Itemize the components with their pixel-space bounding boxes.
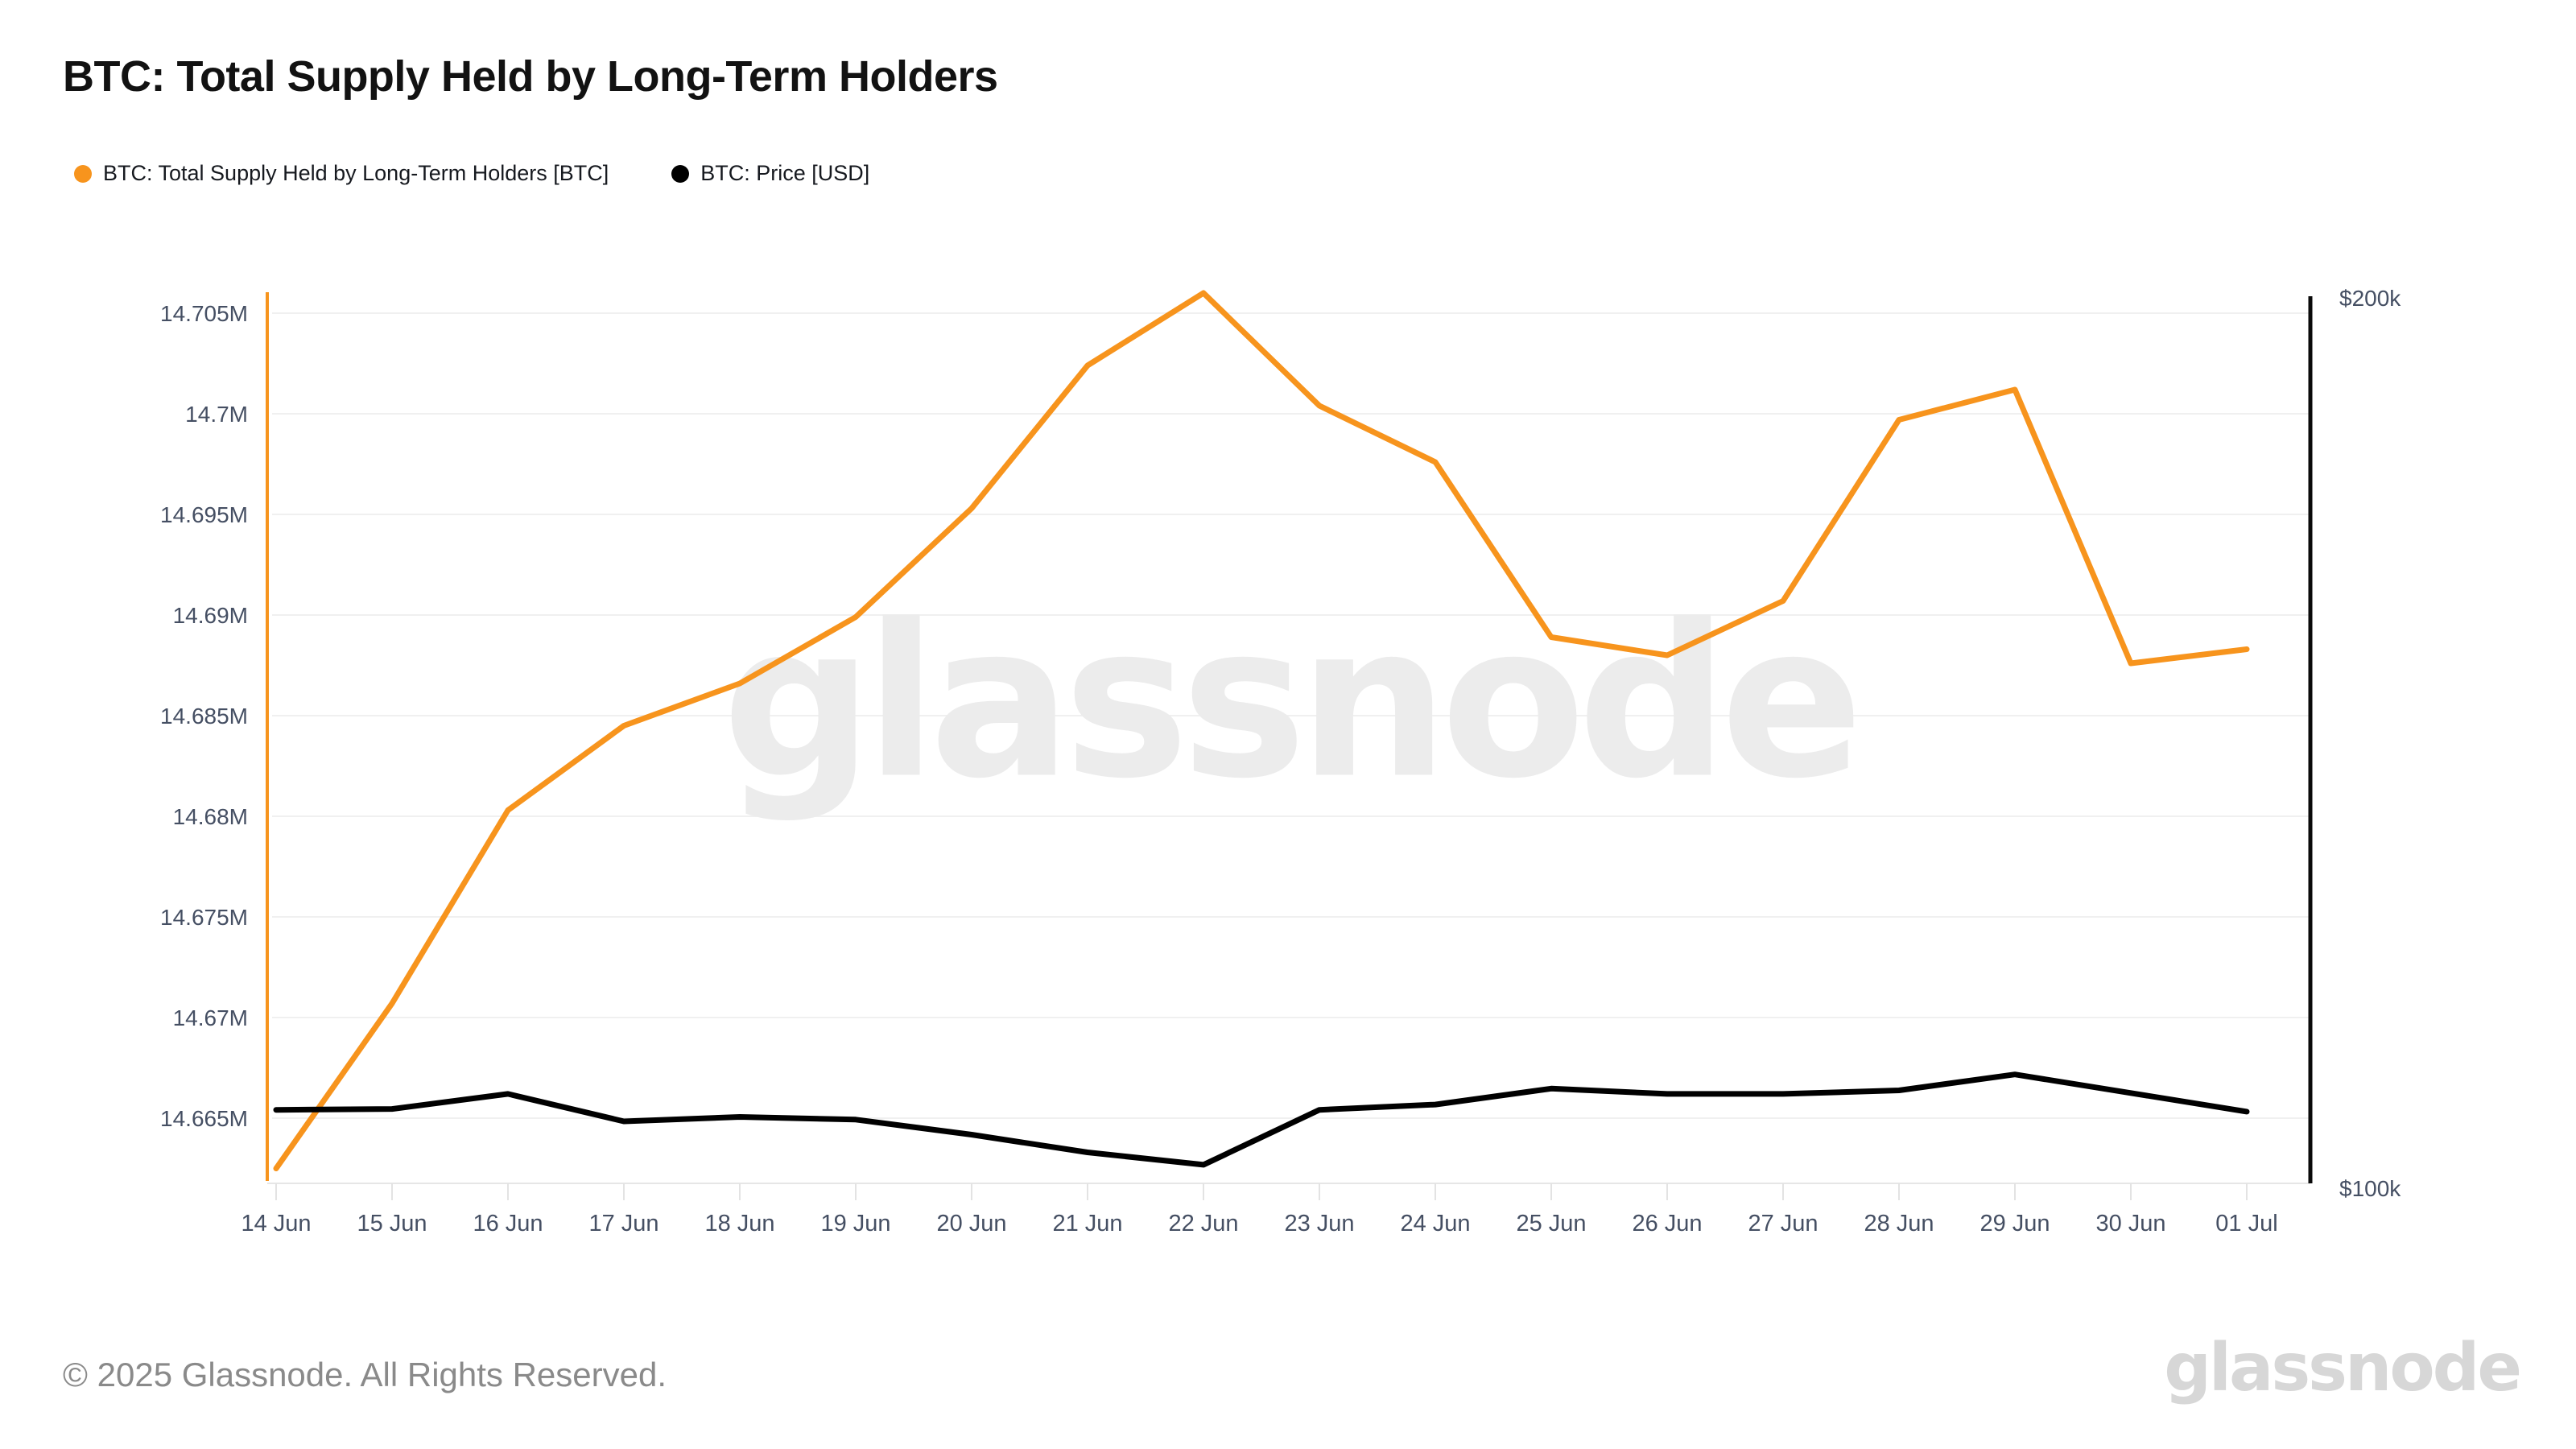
x-axis-label: 25 Jun xyxy=(1516,1211,1586,1236)
x-axis-label: 14 Jun xyxy=(241,1211,311,1236)
y-axis-label: 14.67M xyxy=(173,1005,248,1030)
chart-title: BTC: Total Supply Held by Long-Term Hold… xyxy=(63,52,998,101)
y-axis-label: 14.68M xyxy=(173,804,248,829)
right-axis-label: $200k xyxy=(2339,286,2401,311)
y-axis-label: 14.7M xyxy=(185,402,248,427)
legend-swatch-price-icon xyxy=(671,164,690,183)
legend-label-supply: BTC: Total Supply Held by Long-Term Hold… xyxy=(103,161,609,185)
y-axis-label: 14.685M xyxy=(160,704,248,729)
legend-item-price[interactable]: BTC: Price [USD] xyxy=(671,161,869,186)
legend-label-price: BTC: Price [USD] xyxy=(700,161,870,185)
legend: BTC: Total Supply Held by Long-Term Hold… xyxy=(74,161,869,186)
copyright-text: © 2025 Glassnode. All Rights Reserved. xyxy=(63,1356,667,1393)
x-axis-label: 30 Jun xyxy=(2095,1211,2165,1236)
y-axis-label: 14.705M xyxy=(160,301,248,326)
glassnode-logo: glassnode xyxy=(2164,1330,2522,1406)
x-axis-label: 01 Jul xyxy=(2215,1211,2277,1236)
glassnode-watermark: glassnode xyxy=(722,579,1864,825)
x-axis-label: 28 Jun xyxy=(1864,1211,1934,1236)
x-axis-label: 16 Jun xyxy=(473,1211,543,1236)
legend-item-supply[interactable]: BTC: Total Supply Held by Long-Term Hold… xyxy=(74,161,609,186)
x-axis-label: 17 Jun xyxy=(588,1211,658,1236)
x-axis-label: 19 Jun xyxy=(820,1211,890,1236)
x-axis-label: 20 Jun xyxy=(936,1211,1006,1236)
y-axis-label: 14.675M xyxy=(160,905,248,930)
y-axis-label: 14.695M xyxy=(160,502,248,527)
x-axis-label: 23 Jun xyxy=(1284,1211,1354,1236)
x-axis-label: 24 Jun xyxy=(1400,1211,1470,1236)
x-axis-label: 18 Jun xyxy=(704,1211,774,1236)
right-axis-label: $100k xyxy=(2339,1176,2401,1201)
x-axis-label: 15 Jun xyxy=(357,1211,427,1236)
legend-swatch-supply-icon xyxy=(74,164,92,183)
y-axis-label: 14.665M xyxy=(160,1106,248,1131)
x-axis-label: 26 Jun xyxy=(1632,1211,1702,1236)
price-line xyxy=(273,1071,2250,1168)
x-axis-label: 27 Jun xyxy=(1748,1211,1818,1236)
x-axis-label: 29 Jun xyxy=(1979,1211,2050,1236)
x-axis-label: 22 Jun xyxy=(1168,1211,1238,1236)
x-axis-label: 21 Jun xyxy=(1052,1211,1122,1236)
y-axis-label: 14.69M xyxy=(173,603,248,628)
supply-line xyxy=(273,290,2250,1171)
